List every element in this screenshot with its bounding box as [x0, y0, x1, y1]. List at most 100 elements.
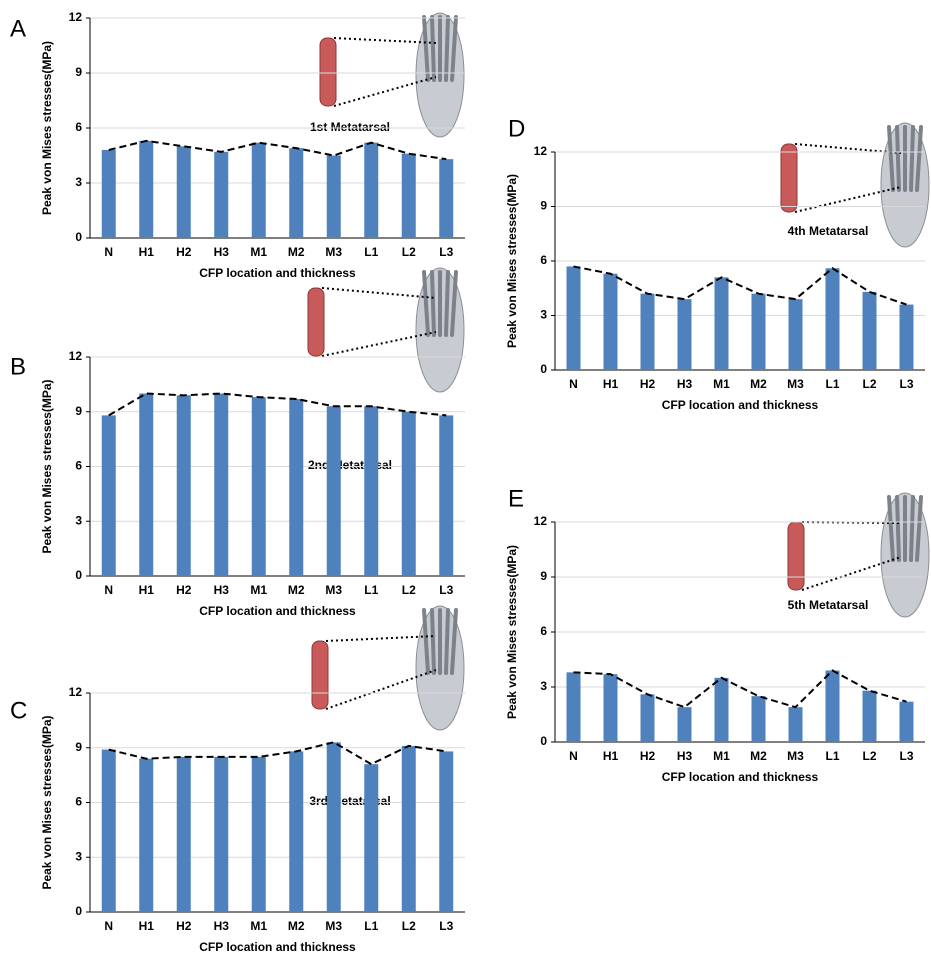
- bar: [862, 690, 877, 742]
- x-axis-title: CFP location and thickness: [199, 604, 356, 618]
- x-tick-label: H1: [139, 245, 155, 259]
- bar: [603, 273, 618, 370]
- bar: [566, 266, 581, 370]
- bar: [401, 411, 416, 576]
- bar: [640, 293, 655, 370]
- bar: [401, 153, 416, 238]
- x-tick-label: M3: [787, 749, 804, 763]
- y-tick-label: 3: [75, 175, 82, 189]
- bar: [101, 415, 116, 576]
- y-tick-label: 9: [540, 199, 547, 213]
- annotation: 5th Metatarsal: [788, 598, 869, 612]
- bar: [714, 677, 729, 742]
- bar: [176, 756, 191, 912]
- metatarsal-bone: [319, 37, 337, 107]
- y-tick-label: 9: [75, 65, 82, 79]
- x-tick-label: M2: [288, 245, 305, 259]
- bar: [364, 406, 379, 576]
- bar: [289, 751, 304, 912]
- bar: [139, 393, 154, 576]
- y-axis-title: Peak von Mises stresses(MPa): [40, 379, 54, 553]
- foot-bone: [430, 270, 436, 337]
- bar: [101, 749, 116, 912]
- bar: [899, 304, 914, 370]
- foot-illustration: [311, 605, 465, 731]
- bar: [364, 764, 379, 912]
- foot-illustration: [787, 492, 930, 618]
- x-tick-label: H3: [677, 749, 693, 763]
- y-tick-label: 0: [75, 230, 82, 244]
- panel-label: B: [10, 353, 26, 380]
- bar: [439, 415, 454, 576]
- bar: [677, 707, 692, 742]
- pointer-line: [801, 556, 902, 591]
- foot-bone: [430, 15, 436, 82]
- foot-bone: [915, 125, 923, 192]
- foot-bone: [450, 15, 458, 82]
- y-tick-label: 3: [540, 679, 547, 693]
- x-tick-label: H1: [603, 749, 619, 763]
- y-tick-label: 0: [75, 904, 82, 918]
- foot-illustration: [780, 122, 930, 248]
- x-tick-label: M1: [250, 919, 267, 933]
- x-tick-label: H2: [176, 919, 192, 933]
- foot-bone: [430, 608, 436, 675]
- bar: [326, 742, 341, 912]
- bar: [214, 756, 229, 912]
- x-tick-label: M3: [325, 245, 342, 259]
- x-axis-title: CFP location and thickness: [199, 266, 356, 280]
- pointer-line: [333, 37, 437, 44]
- x-tick-label: H2: [640, 749, 656, 763]
- foot-bone: [444, 608, 450, 675]
- x-tick-label: N: [569, 377, 578, 391]
- x-tick-label: L3: [899, 377, 913, 391]
- x-tick-label: L1: [825, 377, 839, 391]
- y-tick-label: 9: [540, 569, 547, 583]
- y-axis-title: Peak von Mises stresses(MPa): [505, 174, 519, 348]
- y-tick-label: 6: [75, 795, 82, 809]
- foot-bone: [895, 125, 901, 192]
- x-tick-label: L3: [899, 749, 913, 763]
- foot-bone: [450, 608, 458, 675]
- bar: [214, 393, 229, 576]
- x-tick-label: H1: [139, 919, 155, 933]
- x-tick-label: H3: [214, 919, 230, 933]
- bar: [603, 674, 618, 742]
- panel-label: C: [10, 697, 27, 724]
- trend-line: [573, 265, 907, 306]
- x-tick-label: H3: [214, 245, 230, 259]
- x-tick-label: H1: [139, 583, 155, 597]
- bar: [214, 151, 229, 238]
- panel-label: A: [10, 15, 26, 42]
- y-tick-label: 12: [534, 514, 548, 528]
- bar: [176, 395, 191, 576]
- trend-line: [108, 741, 447, 766]
- y-tick-label: 12: [534, 144, 548, 158]
- x-tick-label: M3: [325, 583, 342, 597]
- bar: [139, 140, 154, 238]
- x-tick-label: L2: [402, 245, 416, 259]
- y-tick-label: 3: [75, 513, 82, 527]
- annotation: 1st Metatarsal: [310, 120, 390, 134]
- pointer-line: [321, 287, 437, 299]
- bar: [899, 701, 914, 742]
- x-axis-title: CFP location and thickness: [662, 398, 819, 412]
- y-tick-label: 12: [69, 685, 83, 699]
- bar: [825, 268, 840, 370]
- annotation: 4th Metatarsal: [788, 224, 869, 238]
- bar: [289, 148, 304, 238]
- bar: [139, 758, 154, 912]
- y-tick-label: 9: [75, 740, 82, 754]
- x-tick-label: N: [569, 749, 578, 763]
- bar: [677, 299, 692, 370]
- x-tick-label: M3: [787, 377, 804, 391]
- panel-label: D: [508, 115, 525, 142]
- panel-label: E: [508, 485, 524, 512]
- x-axis-title: CFP location and thickness: [199, 940, 356, 954]
- x-tick-label: L2: [862, 749, 876, 763]
- bar: [439, 159, 454, 238]
- bar: [751, 293, 766, 370]
- y-tick-label: 6: [540, 253, 547, 267]
- bar: [364, 142, 379, 238]
